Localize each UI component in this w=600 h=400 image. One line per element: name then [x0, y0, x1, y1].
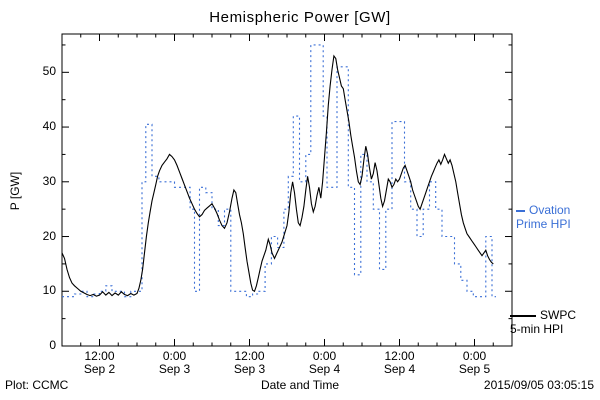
plot-frame	[61, 33, 513, 347]
x-tick-time: 12:00	[84, 349, 115, 363]
x-tick-label: 0:00 Sep 3	[143, 350, 207, 376]
x-axis-title: Date and Time	[260, 378, 340, 392]
x-tick-label: 0:00 Sep 5	[443, 350, 507, 376]
plot-source-label: Plot: CCMC	[5, 378, 69, 392]
y-tick-label: 30	[42, 173, 56, 188]
series-ovation-line	[62, 44, 496, 298]
x-tick-date: Sep 5	[458, 362, 491, 376]
swpc-line-sample-icon	[510, 314, 536, 317]
x-tick-date: Sep 4	[383, 362, 416, 376]
legend-swpc-line1: SWPC	[540, 308, 576, 322]
x-tick-label: 12:00 Sep 2	[68, 350, 132, 376]
x-tick-label: 12:00 Sep 4	[368, 350, 432, 376]
x-tick-time: 0:00	[462, 349, 487, 363]
legend-ovation-line1: Ovation	[529, 203, 571, 217]
x-tick-time: 12:00	[234, 349, 265, 363]
x-tick-time: 0:00	[162, 349, 187, 363]
x-tick-date: Sep 4	[308, 362, 341, 376]
plot-timestamp: 2015/09/05 03:05:15	[483, 378, 594, 392]
y-tick-label: 10	[42, 283, 56, 298]
chart-title: Hemispheric Power [GW]	[209, 9, 391, 26]
x-tick-time: 0:00	[312, 349, 337, 363]
series-swpc-line	[61, 54, 494, 297]
x-tick-label: 0:00 Sep 4	[293, 350, 357, 376]
y-tick-label: 50	[42, 64, 56, 79]
y-tick-label: 40	[42, 119, 56, 134]
x-tick-date: Sep 3	[158, 362, 191, 376]
y-tick-label: 0	[49, 338, 56, 352]
y-tick-label: 20	[42, 228, 56, 243]
x-tick-date: Sep 3	[233, 362, 266, 376]
x-tick-label: 12:00 Sep 3	[218, 350, 282, 376]
x-tick-date: Sep 2	[83, 362, 116, 376]
x-tick-time: 12:00	[384, 349, 415, 363]
legend-ovation-line2: Prime HPI	[516, 217, 571, 231]
legend-swpc: SWPC 5-min HPI	[510, 308, 576, 336]
legend-swpc-line2: 5-min HPI	[510, 322, 564, 336]
legend-ovation: Ovation Prime HPI	[516, 203, 571, 231]
ovation-line-sample-icon	[516, 209, 525, 212]
